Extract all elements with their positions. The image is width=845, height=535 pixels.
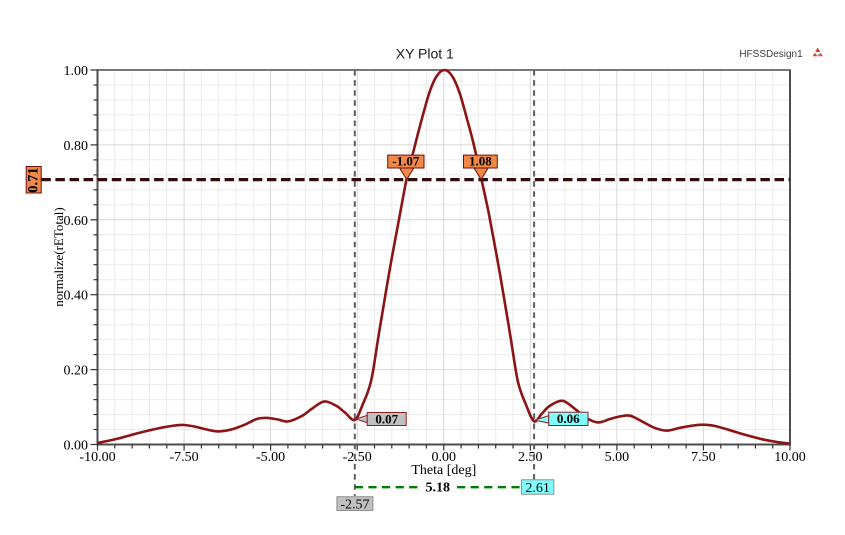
svg-text:0.40: 0.40 <box>64 289 89 304</box>
svg-text:-1.07: -1.07 <box>392 154 420 169</box>
svg-text:-2.57: -2.57 <box>340 497 369 512</box>
svg-text:normalize(rETotal): normalize(rETotal) <box>51 207 66 306</box>
svg-text:HFSSDesign1: HFSSDesign1 <box>739 49 803 60</box>
svg-text:0.00: 0.00 <box>432 450 457 465</box>
svg-text:0.07: 0.07 <box>375 411 398 426</box>
svg-text:0.60: 0.60 <box>64 214 89 229</box>
svg-text:-5.00: -5.00 <box>256 450 285 465</box>
svg-text:-2.50: -2.50 <box>343 450 372 465</box>
svg-text:0.80: 0.80 <box>64 139 89 154</box>
svg-text:5.18: 5.18 <box>426 481 451 496</box>
svg-text:2.50: 2.50 <box>518 450 543 465</box>
svg-text:-10.00: -10.00 <box>79 450 115 465</box>
svg-text:0.20: 0.20 <box>64 364 89 379</box>
svg-text:2.61: 2.61 <box>525 481 550 496</box>
svg-text:0.71: 0.71 <box>26 167 42 192</box>
svg-text:1.08: 1.08 <box>469 154 492 169</box>
svg-text:10.00: 10.00 <box>774 450 806 465</box>
svg-text:5.00: 5.00 <box>605 450 630 465</box>
svg-text:7.50: 7.50 <box>691 450 716 465</box>
svg-text:-7.50: -7.50 <box>170 450 199 465</box>
svg-text:0.00: 0.00 <box>64 439 89 454</box>
svg-text:0.06: 0.06 <box>557 411 580 426</box>
svg-text:XY Plot 1: XY Plot 1 <box>396 46 454 62</box>
svg-text:Theta [deg]: Theta [deg] <box>411 463 476 478</box>
svg-text:1.00: 1.00 <box>64 64 89 79</box>
